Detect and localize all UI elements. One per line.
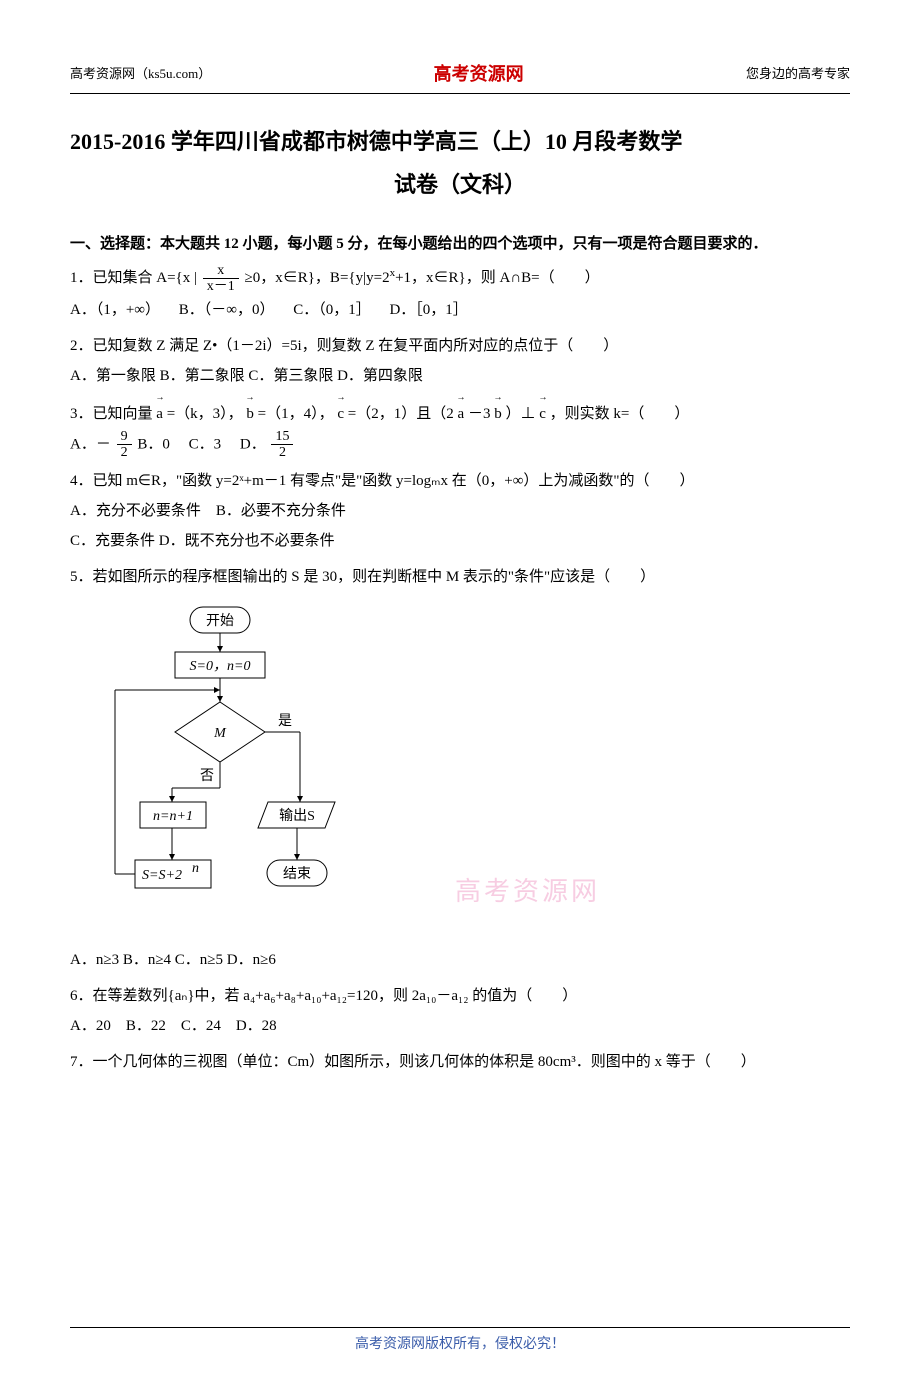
fraction: 9 2	[117, 429, 132, 461]
fraction: 15 2	[271, 429, 293, 461]
q3-optB: B．0	[137, 436, 170, 452]
q3-c: =（1，4），	[258, 406, 334, 422]
q4-stem: 4．已知 m∈R，"函数 y=2ˣ+m－1 有零点"是"函数 y=logₘx 在…	[70, 473, 695, 489]
page-title: 2015-2016 学年四川省成都市树德中学高三（上）10 月段考数学	[70, 124, 850, 159]
header-logo-text: 高考资源网	[434, 60, 524, 89]
q1-optB: B．（－∞，0）	[179, 302, 275, 318]
frac-den: x－1	[203, 279, 239, 294]
frac-num: 15	[271, 429, 293, 445]
q3-d: =（2，1）且（2	[348, 406, 454, 422]
q4-opt1: A．充分不必要条件 B．必要不充分条件	[70, 503, 346, 519]
q1-stem-c: +1，x∈R}，则 A∩B=（ ）	[395, 270, 600, 286]
header-right: 您身边的高考专家	[746, 64, 850, 85]
header-divider	[70, 93, 850, 94]
page-footer: 高考资源网版权所有，侵权必究！	[70, 1327, 850, 1356]
q3-g: ，则实数 k=（ ）	[550, 406, 690, 422]
page-subtitle: 试卷（文科）	[70, 167, 850, 202]
question-7: 7．一个几何体的三视图（单位：Cm）如图所示，则该几何体的体积是 80cm³．则…	[70, 1047, 850, 1077]
q2-stem: 2．已知复数 Z 满足 Z•（1－2i）=5i，则复数 Z 在复平面内所对应的点…	[70, 338, 618, 354]
flow-end: 结束	[283, 866, 311, 882]
question-1: 1．已知集合 A={x | x x－1 ≥0，x∈R}，B={y|y=2 x +1，…	[70, 262, 850, 324]
q1-optD: D．［0，1］	[389, 302, 467, 318]
question-2: 2．已知复数 Z 满足 Z•（1－2i）=5i，则复数 Z 在复平面内所对应的点…	[70, 331, 850, 391]
vector-b2-icon: b	[494, 397, 502, 429]
flowchart-diagram: 开始 S=0，n=0 M 是 否 n=n+1 S=S+2	[100, 602, 340, 937]
frac-num: x	[203, 263, 239, 279]
q7-stem: 7．一个几何体的三视图（单位：Cm）如图所示，则该几何体的体积是 80cm³．则…	[70, 1054, 756, 1070]
q4-opt2: C．充要条件 D．既不充分也不必要条件	[70, 533, 335, 549]
section-heading: 一、选择题：本大题共 12 小题，每小题 5 分，在每小题给出的四个选项中，只有…	[70, 232, 850, 256]
q6-stem: 6．在等差数列{aₙ}中，若 a₄+a₆+a₈+a₁₀+a₁₂=120，则 2a…	[70, 988, 577, 1004]
flow-inc: n=n+1	[153, 809, 193, 824]
flow-no: 否	[200, 769, 214, 784]
vector-c-icon: c	[337, 397, 344, 429]
q1-stem-a: 1．已知集合 A={x |	[70, 270, 197, 286]
fraction: x x－1	[203, 263, 239, 295]
q3-optD-pre: D．	[240, 436, 266, 452]
flow-sum-b: n	[192, 861, 199, 876]
q3-optA-pre: A．－	[70, 436, 111, 452]
vector-a-icon: a	[156, 397, 163, 429]
q1-stem-b: ≥0，x∈R}，B={y|y=2	[245, 270, 390, 286]
q1-optA: A．（1，+∞）	[70, 302, 160, 318]
flow-init: S=0，n=0	[190, 659, 251, 674]
watermark-text: 高考资源网	[455, 871, 600, 913]
question-6: 6．在等差数列{aₙ}中，若 a₄+a₆+a₈+a₁₀+a₁₂=120，则 2a…	[70, 981, 850, 1041]
vector-c2-icon: c	[539, 397, 546, 429]
q3-e: －3	[468, 406, 491, 422]
question-3: 3．已知向量 a =（k，3）， b =（1，4）， c =（2，1）且（2 a…	[70, 397, 850, 461]
frac-num: 9	[117, 429, 132, 445]
frac-den: 2	[117, 445, 132, 460]
q5-stem: 5．若如图所示的程序框图输出的 S 是 30，则在判断框中 M 表示的"条件"应…	[70, 569, 655, 585]
frac-den: 2	[271, 445, 293, 460]
q6-opts: A．20 B．22 C．24 D．28	[70, 1018, 277, 1034]
question-4: 4．已知 m∈R，"函数 y=2ˣ+m－1 有零点"是"函数 y=logₘx 在…	[70, 466, 850, 556]
vector-a2-icon: a	[458, 397, 465, 429]
q3-optC: C．3	[189, 436, 222, 452]
flow-sum-a: S=S+2	[142, 868, 182, 883]
flow-start: 开始	[206, 613, 234, 629]
q3-f: ）⊥	[505, 406, 535, 422]
flow-yes: 是	[278, 714, 292, 729]
q3-b: =（k，3），	[167, 406, 243, 422]
q3-a: 3．已知向量	[70, 406, 156, 422]
question-5: 5．若如图所示的程序框图输出的 S 是 30，则在判断框中 M 表示的"条件"应…	[70, 562, 850, 592]
q5-opts: A．n≥3 B．n≥4 C．n≥5 D．n≥6	[70, 945, 850, 975]
vector-b-icon: b	[246, 397, 254, 429]
q1-optC: C．（0，1］	[293, 302, 371, 318]
flow-out: 输出S	[279, 808, 315, 824]
header-left: 高考资源网（ks5u.com）	[70, 64, 211, 85]
q2-opts: A．第一象限 B．第二象限 C．第三象限 D．第四象限	[70, 368, 423, 384]
flow-cond: M	[213, 726, 227, 741]
